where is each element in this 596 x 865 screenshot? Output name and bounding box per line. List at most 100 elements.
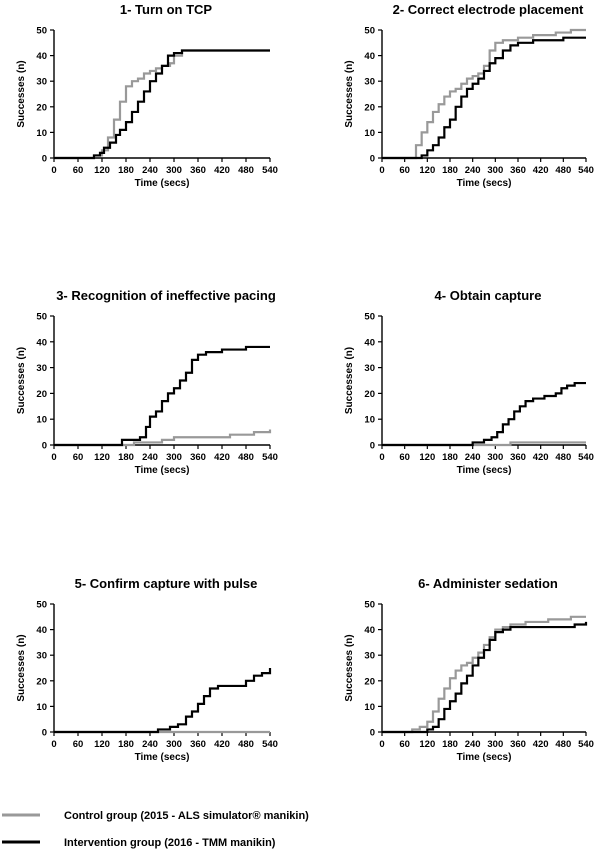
x-tick-label: 480 <box>555 739 571 750</box>
x-tick-label: 540 <box>578 165 594 176</box>
x-tick-label: 540 <box>262 452 278 463</box>
x-tick-label: 300 <box>487 452 503 463</box>
x-tick-label: 240 <box>465 165 481 176</box>
chart-title: 1- Turn on TCP <box>120 2 213 17</box>
control-series-line <box>382 615 586 734</box>
x-tick-label: 240 <box>142 452 158 463</box>
legend: Control group (2015 - ALS simulator® man… <box>2 810 309 849</box>
y-axis-label: Successes (n) <box>344 60 355 127</box>
x-tick-label: 60 <box>73 165 84 176</box>
y-axis-label: Successes (n) <box>16 347 27 414</box>
x-tick-label: 360 <box>510 739 526 750</box>
x-tick-label: 360 <box>510 452 526 463</box>
intervention-series-line <box>54 668 272 734</box>
x-tick-label: 360 <box>190 739 206 750</box>
y-tick-label: 10 <box>36 128 47 139</box>
x-tick-label: 300 <box>487 739 503 750</box>
y-axis-label: Successes (n) <box>344 634 355 701</box>
x-tick-label: 300 <box>166 739 182 750</box>
x-tick-label: 480 <box>555 165 571 176</box>
x-tick-label: 480 <box>555 452 571 463</box>
x-tick-label: 240 <box>465 452 481 463</box>
x-tick-label: 240 <box>142 165 158 176</box>
x-tick-label: 420 <box>533 165 549 176</box>
y-tick-label: 40 <box>36 625 47 636</box>
x-tick-label: 120 <box>419 739 435 750</box>
chart-title: 4- Obtain capture <box>435 288 542 303</box>
x-tick-label: 0 <box>51 452 56 463</box>
y-tick-label: 0 <box>42 441 47 452</box>
y-tick-label: 40 <box>364 337 375 348</box>
x-axis-label: Time (secs) <box>457 465 512 476</box>
y-tick-label: 20 <box>36 676 47 687</box>
chart-title: 2- Correct electrode placement <box>393 2 584 17</box>
intervention-series-line <box>382 36 586 160</box>
chart-panel-6: 6- Administer sedation 0 10 20 30 40 50 0 60 120 1… <box>344 576 594 763</box>
y-tick-label: 0 <box>42 728 47 739</box>
x-axis-label: Time (secs) <box>457 752 512 763</box>
x-tick-label: 180 <box>442 739 458 750</box>
y-tick-label: 50 <box>36 312 47 323</box>
y-tick-label: 0 <box>370 441 375 452</box>
control-series-line <box>382 28 586 160</box>
y-axis-label: Successes (n) <box>16 60 27 127</box>
y-tick-label: 10 <box>364 128 375 139</box>
x-tick-label: 180 <box>442 165 458 176</box>
x-tick-label: 180 <box>442 452 458 463</box>
y-tick-label: 30 <box>36 77 47 88</box>
x-tick-label: 180 <box>118 452 134 463</box>
x-tick-label: 60 <box>399 452 410 463</box>
y-tick-label: 50 <box>36 26 47 37</box>
x-tick-label: 420 <box>214 739 230 750</box>
y-tick-label: 20 <box>364 676 375 687</box>
y-axis-label: Successes (n) <box>344 347 355 414</box>
y-tick-label: 10 <box>364 415 375 426</box>
intervention-series-line <box>382 381 586 447</box>
chart-title: 5- Confirm capture with pulse <box>75 576 258 591</box>
x-tick-label: 0 <box>379 739 384 750</box>
x-axis-label: Time (secs) <box>135 465 190 476</box>
y-tick-label: 30 <box>364 363 375 374</box>
x-tick-label: 420 <box>533 452 549 463</box>
intervention-series-line <box>54 49 270 160</box>
x-tick-label: 240 <box>465 739 481 750</box>
x-tick-label: 180 <box>118 165 134 176</box>
chart-title: 3- Recognition of ineffective pacing <box>56 288 276 303</box>
y-tick-label: 10 <box>36 702 47 713</box>
legend-label: Control group (2015 - ALS simulator® man… <box>64 810 309 822</box>
x-tick-label: 60 <box>399 165 410 176</box>
chart-panel-1: 1- Turn on TCP 0 10 20 30 40 50 0 60 120 180 240 300… <box>16 2 278 189</box>
x-tick-label: 480 <box>238 452 254 463</box>
x-tick-label: 420 <box>533 739 549 750</box>
x-tick-label: 300 <box>166 452 182 463</box>
x-tick-label: 0 <box>51 739 56 750</box>
x-tick-label: 120 <box>94 165 110 176</box>
x-tick-label: 540 <box>578 452 594 463</box>
y-tick-label: 30 <box>36 651 47 662</box>
y-tick-label: 40 <box>364 625 375 636</box>
x-tick-label: 60 <box>73 452 84 463</box>
y-tick-label: 30 <box>36 363 47 374</box>
x-tick-label: 0 <box>379 452 384 463</box>
y-tick-label: 50 <box>364 312 375 323</box>
x-tick-label: 240 <box>142 739 158 750</box>
x-tick-label: 120 <box>94 452 110 463</box>
x-tick-label: 480 <box>238 739 254 750</box>
x-tick-label: 480 <box>238 165 254 176</box>
x-tick-label: 540 <box>262 165 278 176</box>
y-tick-label: 10 <box>364 702 375 713</box>
control-series-line <box>54 429 272 447</box>
chart-panel-5: 5- Confirm capture with pulse 0 10 20 30 40 50… <box>16 576 278 763</box>
x-tick-label: 0 <box>379 165 384 176</box>
x-tick-label: 540 <box>578 739 594 750</box>
y-tick-label: 40 <box>36 337 47 348</box>
chart-panel-3: 3- Recognition of ineffective pacing 0 10 2… <box>16 288 278 476</box>
y-tick-label: 50 <box>36 600 47 611</box>
y-axis-label: Successes (n) <box>16 634 27 701</box>
y-tick-label: 50 <box>364 26 375 37</box>
y-tick-label: 20 <box>36 102 47 113</box>
legend-label: Intervention group (2016 - TMM manikin) <box>64 837 276 849</box>
y-tick-label: 40 <box>364 51 375 62</box>
x-tick-label: 360 <box>190 165 206 176</box>
